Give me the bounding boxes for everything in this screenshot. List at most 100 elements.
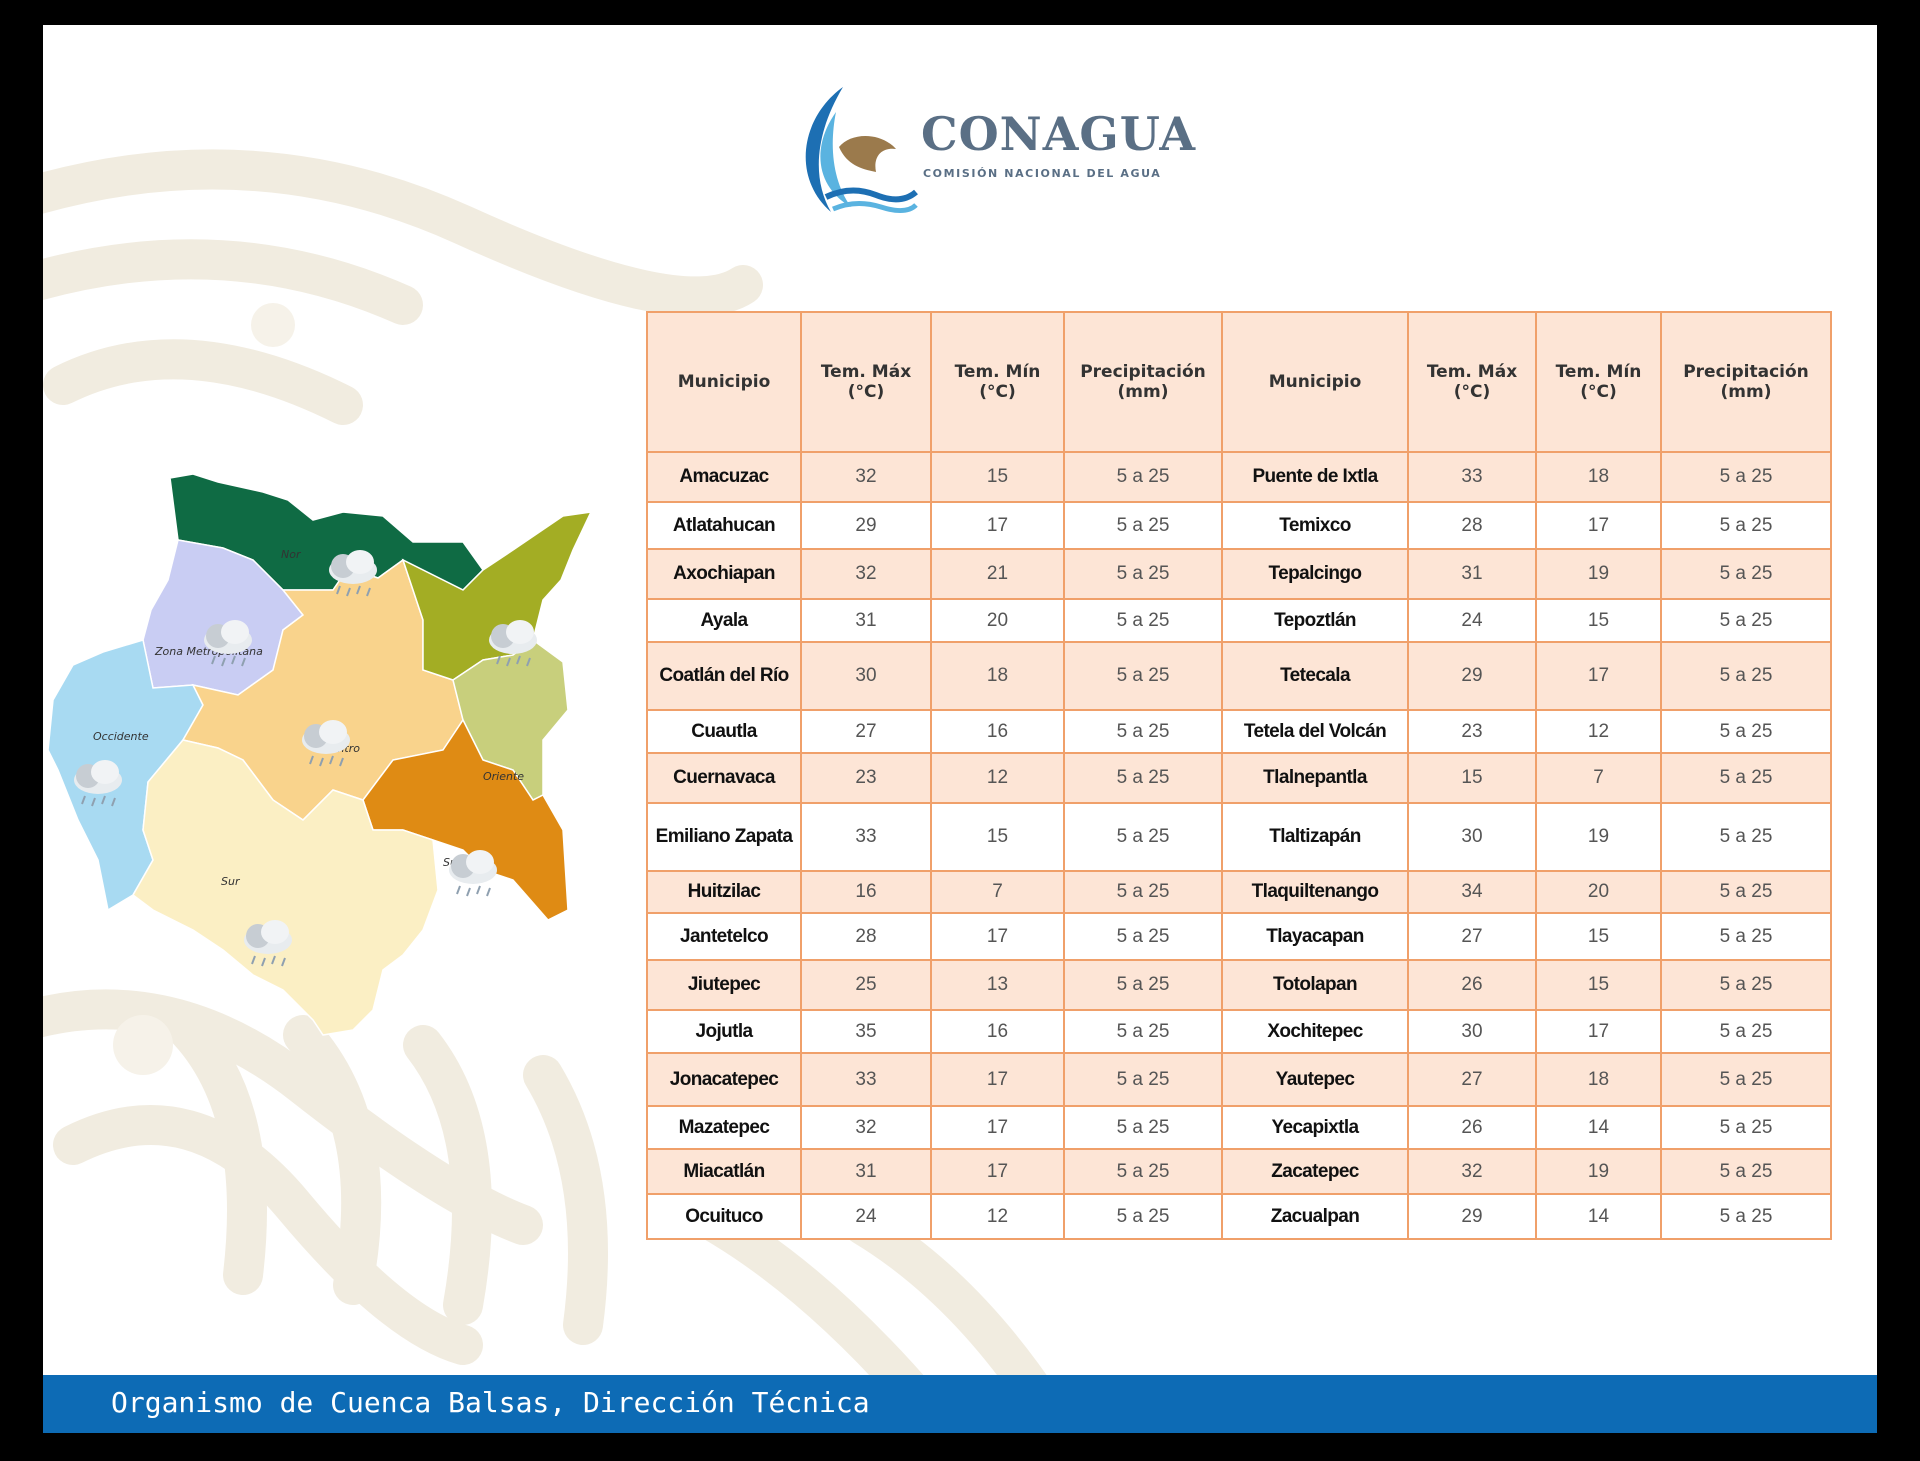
precip-cell: 5 a 25 (1660, 1052, 1832, 1107)
municipio-cell: Huitzilac (646, 870, 802, 914)
table-row: Emiliano Zapata 33 15 5 a 25 Tlaltizapán 30 19… (646, 802, 1832, 872)
municipio-cell: Cuautla (646, 709, 802, 754)
tmin-cell: 17 (930, 1148, 1065, 1195)
tmin-cell: 17 (930, 1052, 1065, 1107)
watermark-pattern (43, 149, 1063, 1425)
municipio-cell: Puente de Ixtla (1221, 451, 1409, 503)
precip-cell: 5 a 25 (1660, 1148, 1832, 1195)
precip-cell: 5 a 25 (1063, 1052, 1223, 1107)
tmin-cell: 7 (930, 870, 1065, 914)
conagua-logo: CONAGUA COMISIÓN NACIONAL DEL AGUA (781, 77, 1195, 227)
table-row: Coatlán del Río 30 18 5 a 25 Tetecala 29 17 5 a… (646, 641, 1832, 711)
header-precip: Precipitación (mm) (1660, 311, 1832, 453)
tmax-cell: 31 (800, 598, 932, 643)
tmin-cell: 12 (930, 752, 1065, 804)
tmin-cell: 15 (930, 451, 1065, 503)
tmin-cell: 7 (1535, 752, 1662, 804)
precip-cell: 5 a 25 (1660, 501, 1832, 550)
tmax-cell: 33 (800, 802, 932, 872)
municipio-cell: Jonacatepec (646, 1052, 802, 1107)
rain-cloud-icon (204, 620, 252, 667)
table-header-row: Municipio Tem. Máx (°C) Tem. Mín (°C) Pr… (646, 311, 1832, 453)
municipio-cell: Tetela del Volcán (1221, 709, 1409, 754)
tmax-cell: 32 (800, 548, 932, 600)
tmax-cell: 26 (1407, 1105, 1537, 1150)
municipio-cell: Zacualpan (1221, 1193, 1409, 1240)
rain-cloud-icon (302, 720, 350, 767)
municipio-cell: Mazatepec (646, 1105, 802, 1150)
municipio-cell: Jantetelco (646, 912, 802, 961)
rain-cloud-icon (329, 550, 377, 597)
municipio-cell: Ocuituco (646, 1193, 802, 1240)
tmax-cell: 28 (1407, 501, 1537, 550)
municipio-cell: Tepoztlán (1221, 598, 1409, 643)
header-municipio: Municipio (1221, 311, 1409, 453)
municipio-cell: Zacatepec (1221, 1148, 1409, 1195)
municipio-cell: Tlayacapan (1221, 912, 1409, 961)
municipio-cell: Cuernavaca (646, 752, 802, 804)
rain-cloud-icon (74, 760, 122, 807)
logo-tagline: COMISIÓN NACIONAL DEL AGUA (923, 167, 1162, 180)
tmax-cell: 33 (1407, 451, 1537, 503)
tmin-cell: 14 (1535, 1105, 1662, 1150)
tmax-cell: 16 (800, 870, 932, 914)
forecast-table-container: Municipio Tem. Máx (°C) Tem. Mín (°C) Pr… (646, 311, 1832, 1240)
precip-cell: 5 a 25 (1660, 802, 1832, 872)
precip-cell: 5 a 25 (1063, 501, 1223, 550)
table-row: Cuernavaca 23 12 5 a 25 Tlalnepantla 15 7 5 a 2… (646, 752, 1832, 804)
precip-cell: 5 a 25 (1660, 1193, 1832, 1240)
precip-cell: 5 a 25 (1063, 870, 1223, 914)
map-region-sur (132, 739, 439, 1036)
tmax-cell: 32 (800, 1105, 932, 1150)
tmin-cell: 18 (930, 641, 1065, 711)
precip-cell: 5 a 25 (1660, 912, 1832, 961)
header-tmax: Tem. Máx (°C) (1407, 311, 1537, 453)
tmax-cell: 32 (1407, 1148, 1537, 1195)
tmax-cell: 29 (1407, 1193, 1537, 1240)
rain-cloud-icon (489, 620, 537, 667)
municipio-cell: Yecapixtla (1221, 1105, 1409, 1150)
precip-cell: 5 a 25 (1063, 959, 1223, 1011)
precip-cell: 5 a 25 (1660, 1105, 1832, 1150)
table-row: Jiutepec 25 13 5 a 25 Totolapan 26 15 5 a 25 (646, 959, 1832, 1011)
table-row: Ocuituco 24 12 5 a 25 Zacualpan 29 14 5 a 25 (646, 1193, 1832, 1240)
table-row: Atlatahucan 29 17 5 a 25 Temixco 28 17 5 a 25 (646, 501, 1832, 550)
municipio-cell: Tepalcingo (1221, 548, 1409, 600)
precip-cell: 5 a 25 (1063, 451, 1223, 503)
table-body: Amacuzac 32 15 5 a 25 Puente de Ixtla 33 18 5 a… (646, 451, 1832, 1240)
rain-cloud-icon (244, 920, 292, 967)
table-row: Cuautla 27 16 5 a 25 Tetela del Volcán 23 12 5 … (646, 709, 1832, 754)
tmax-cell: 30 (1407, 802, 1537, 872)
tmin-cell: 15 (930, 802, 1065, 872)
header-precip: Precipitación (mm) (1063, 311, 1223, 453)
municipio-cell: Tetecala (1221, 641, 1409, 711)
tmax-cell: 23 (1407, 709, 1537, 754)
tmax-cell: 26 (1407, 959, 1537, 1011)
municipio-cell: Tlalnepantla (1221, 752, 1409, 804)
tmax-cell: 24 (1407, 598, 1537, 643)
precip-cell: 5 a 25 (1063, 598, 1223, 643)
table-row: Ayala 31 20 5 a 25 Tepoztlán 24 15 5 a 25 (646, 598, 1832, 643)
municipio-cell: Axochiapan (646, 548, 802, 600)
regions-map: Nor Zona Metropolitana Occidente Centro … (47, 473, 593, 1036)
precip-cell: 5 a 25 (1063, 1193, 1223, 1240)
tmax-cell: 31 (800, 1148, 932, 1195)
footer-text: Organismo de Cuenca Balsas, Dirección Té… (111, 1386, 870, 1419)
tmin-cell: 12 (1535, 709, 1662, 754)
tmin-cell: 18 (1535, 1052, 1662, 1107)
map-label-oriente: Oriente (483, 770, 524, 783)
rain-cloud-icon (449, 850, 497, 897)
tmin-cell: 18 (1535, 451, 1662, 503)
municipio-cell: Miacatlán (646, 1148, 802, 1195)
precip-cell: 5 a 25 (1660, 548, 1832, 600)
header-municipio: Municipio (646, 311, 802, 453)
tmax-cell: 35 (800, 1009, 932, 1054)
table-row: Jonacatepec 33 17 5 a 25 Yautepec 27 18 5 a 25 (646, 1052, 1832, 1107)
header-tmin: Tem. Mín (°C) (1535, 311, 1662, 453)
municipio-cell: Jiutepec (646, 959, 802, 1011)
tmin-cell: 17 (1535, 501, 1662, 550)
precip-cell: 5 a 25 (1660, 598, 1832, 643)
header-tmax: Tem. Máx (°C) (800, 311, 932, 453)
precip-cell: 5 a 25 (1063, 912, 1223, 961)
tmax-cell: 27 (1407, 912, 1537, 961)
